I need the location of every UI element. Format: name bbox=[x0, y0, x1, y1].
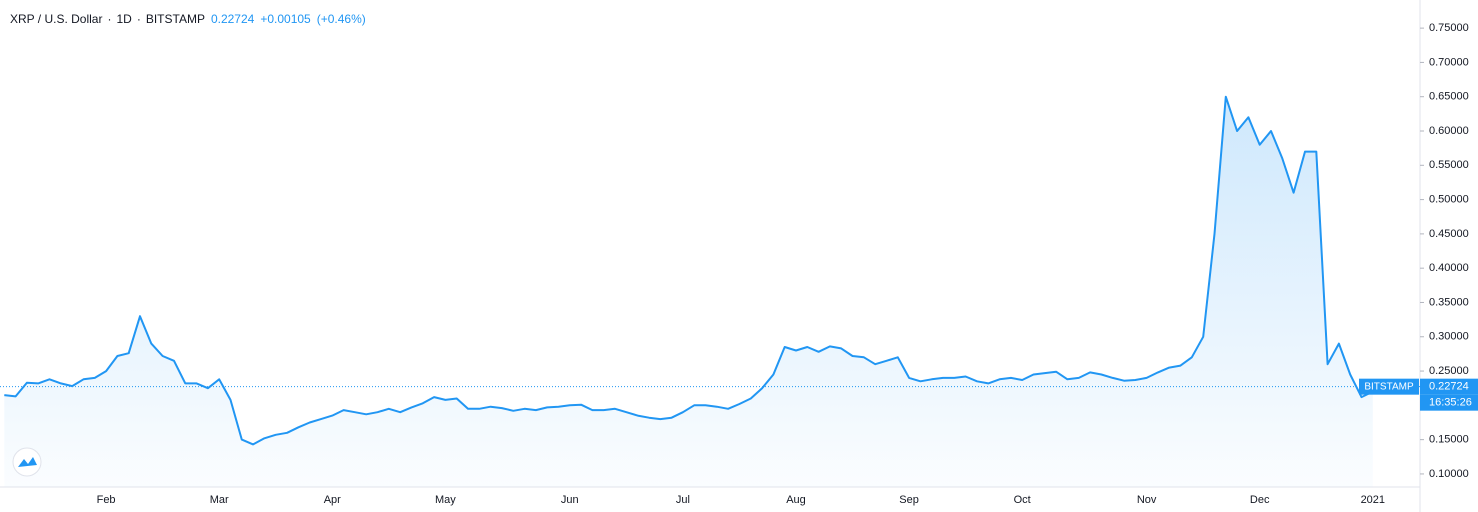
y-tick-label: 0.50000 bbox=[1429, 193, 1469, 205]
x-tick-label: Apr bbox=[324, 494, 341, 506]
y-tick-label: 0.30000 bbox=[1429, 331, 1469, 343]
area bbox=[4, 96, 1373, 487]
x-tick-label: Dec bbox=[1250, 494, 1270, 506]
exchange: BITSTAMP bbox=[145, 12, 205, 26]
y-tick-label: 0.55000 bbox=[1429, 159, 1469, 171]
y-tick-label: 0.10000 bbox=[1429, 468, 1469, 480]
exchange-badge bbox=[1359, 378, 1419, 395]
y-tick-label: 0.65000 bbox=[1429, 91, 1469, 103]
price-badge-label: 0.22724 bbox=[1429, 381, 1469, 393]
y-tick-label: 0.35000 bbox=[1429, 296, 1469, 308]
y-tick-label: 0.60000 bbox=[1429, 125, 1469, 137]
countdown-label: 16:35:26 bbox=[1429, 397, 1472, 409]
last-price: 0.22724 bbox=[210, 12, 255, 26]
legend-header: XRP / U.S. Dollar · 1D · BITSTAMP 0.22724 +0.0… bbox=[10, 12, 366, 26]
x-tick-label: Jul bbox=[676, 494, 690, 506]
symbol: XRP / U.S. Dollar bbox=[10, 12, 103, 26]
y-tick-label: 0.75000 bbox=[1429, 22, 1469, 34]
price-line bbox=[4, 95, 1374, 446]
change-pct: (+0.46%) bbox=[316, 12, 366, 26]
x-tick-label: Mar bbox=[210, 494, 229, 506]
y-tick-label: 0.15000 bbox=[1429, 434, 1469, 446]
x-tick-label: Nov bbox=[1137, 494, 1157, 506]
x-tick-label: Sep bbox=[899, 494, 919, 506]
interval: 1D bbox=[116, 12, 132, 26]
x-tick-label: May bbox=[435, 494, 456, 506]
x-tick-label: Aug bbox=[786, 494, 806, 506]
y-tick-label: 0.70000 bbox=[1429, 56, 1469, 68]
price-badge bbox=[1420, 378, 1478, 395]
x-tick-label: 2021 bbox=[1361, 494, 1385, 506]
y-tick-label: 0.40000 bbox=[1429, 262, 1469, 274]
x-tick-label: Jun bbox=[561, 494, 579, 506]
logo bbox=[12, 447, 42, 477]
countdown-badge bbox=[1420, 394, 1478, 411]
y-tick-label: 0.45000 bbox=[1429, 228, 1469, 240]
change: +0.00105 bbox=[260, 12, 311, 26]
x-tick-label: Feb bbox=[97, 494, 116, 506]
y-tick-label: 0.25000 bbox=[1429, 365, 1469, 377]
exchange-badge-label: BITSTAMP bbox=[1364, 381, 1414, 392]
x-tick-label: Oct bbox=[1014, 494, 1031, 506]
